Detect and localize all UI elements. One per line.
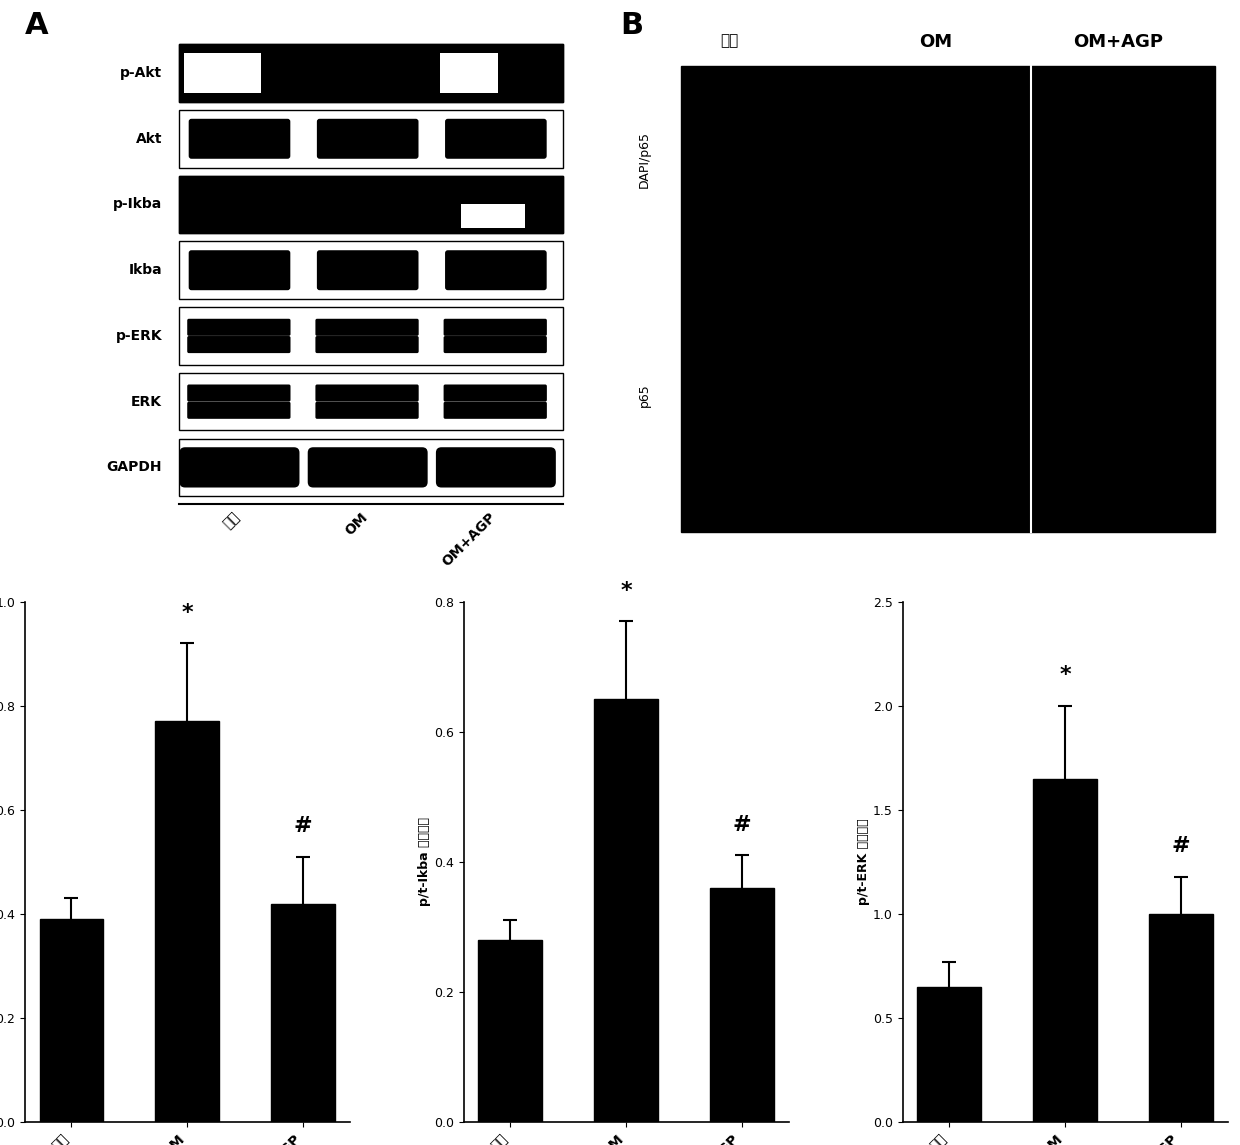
Text: 对照: 对照: [720, 33, 739, 48]
Bar: [711, 889, 774, 1122]
FancyBboxPatch shape: [187, 402, 290, 419]
Bar: [918, 987, 981, 1122]
Text: ERK: ERK: [131, 395, 162, 409]
Bar: [179, 110, 563, 167]
Text: DAPI/p65: DAPI/p65: [639, 131, 651, 188]
Text: #: #: [733, 814, 751, 835]
FancyBboxPatch shape: [444, 318, 547, 335]
FancyBboxPatch shape: [308, 448, 428, 488]
Bar: [179, 45, 563, 102]
FancyBboxPatch shape: [445, 251, 547, 290]
Y-axis label: p/t-ERK 表达水平: p/t-ERK 表达水平: [857, 819, 870, 906]
FancyBboxPatch shape: [187, 385, 290, 402]
Text: #: #: [1172, 836, 1190, 855]
Bar: [179, 175, 563, 234]
Bar: [594, 700, 658, 1122]
Bar: [179, 439, 563, 496]
Bar: [179, 45, 563, 102]
Bar: [681, 66, 1215, 531]
FancyBboxPatch shape: [315, 402, 419, 419]
FancyBboxPatch shape: [445, 119, 547, 159]
Text: p65: p65: [639, 382, 651, 406]
Bar: [179, 175, 563, 234]
FancyBboxPatch shape: [315, 335, 419, 353]
Bar: [1033, 779, 1097, 1122]
Bar: [179, 45, 563, 102]
Text: A: A: [25, 11, 48, 40]
Text: OM+AGP: OM+AGP: [440, 510, 498, 569]
Bar: [155, 721, 219, 1122]
FancyBboxPatch shape: [315, 385, 419, 402]
Text: OM: OM: [920, 33, 952, 52]
FancyBboxPatch shape: [444, 335, 547, 353]
Bar: [179, 307, 563, 365]
Bar: [1149, 914, 1213, 1122]
Text: p-ERK: p-ERK: [115, 329, 162, 343]
FancyBboxPatch shape: [180, 448, 300, 488]
Text: Akt: Akt: [135, 132, 162, 145]
Text: OM: OM: [343, 510, 371, 538]
Text: p-Ikba: p-Ikba: [113, 197, 162, 212]
Text: *: *: [620, 581, 632, 600]
Bar: [40, 919, 103, 1122]
FancyBboxPatch shape: [188, 251, 290, 290]
Text: OM+AGP: OM+AGP: [1074, 33, 1163, 52]
Text: GAPDH: GAPDH: [107, 460, 162, 474]
FancyBboxPatch shape: [317, 251, 419, 290]
Text: #: #: [294, 816, 312, 836]
Text: Ikba: Ikba: [129, 263, 162, 277]
Y-axis label: p/t-Ikba 表达水平: p/t-Ikba 表达水平: [418, 818, 432, 907]
FancyBboxPatch shape: [444, 385, 547, 402]
Bar: [460, 205, 525, 228]
Bar: [272, 903, 335, 1122]
FancyBboxPatch shape: [187, 318, 290, 335]
FancyBboxPatch shape: [315, 318, 419, 335]
Bar: [184, 53, 262, 93]
FancyBboxPatch shape: [444, 402, 547, 419]
Bar: [440, 53, 498, 93]
Text: *: *: [181, 602, 193, 623]
FancyBboxPatch shape: [317, 119, 419, 159]
FancyBboxPatch shape: [436, 448, 556, 488]
Bar: [479, 940, 542, 1122]
Text: p-Akt: p-Akt: [120, 66, 162, 80]
FancyBboxPatch shape: [188, 119, 290, 159]
Bar: [179, 175, 563, 234]
Bar: [179, 373, 563, 431]
FancyBboxPatch shape: [187, 335, 290, 353]
Text: 对照: 对照: [221, 510, 243, 531]
Text: B: B: [620, 11, 644, 40]
Text: *: *: [1059, 665, 1071, 685]
Bar: [179, 242, 563, 299]
